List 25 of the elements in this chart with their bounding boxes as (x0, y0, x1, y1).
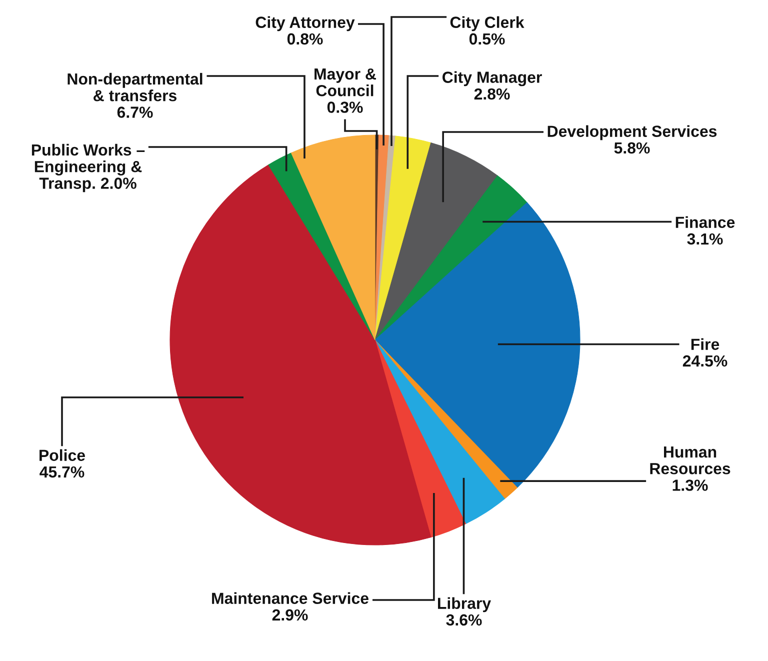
data-label: 0.8% (287, 33, 323, 45)
data-label: 5.8% (614, 142, 650, 154)
data-label: 2.9% (272, 609, 308, 621)
slice-label: Public Works – Engineering & Transp. 2.0% (32, 144, 145, 192)
data-label: 0.5% (469, 33, 505, 45)
data-label: 3.6% (446, 614, 482, 626)
data-label: 3.1% (687, 233, 723, 245)
data-label: 1.3% (672, 480, 708, 491)
slice-label: City Clerk (450, 16, 524, 32)
data-label: 2.8% (474, 88, 510, 100)
slice-label: Fire (691, 338, 720, 350)
data-label: 0.3% (327, 102, 363, 113)
slice-label: City Attorney (256, 16, 355, 32)
slice-label: Mayor & Council (314, 68, 376, 96)
data-label: 24.5% (682, 355, 728, 367)
slice-label: Human Resources (650, 446, 730, 474)
slice-label: Maintenance Service (212, 592, 368, 604)
slice-label: Non-departmental & transfers (68, 72, 202, 102)
data-label: 45.7% (40, 466, 84, 478)
slice-label: Finance (676, 216, 735, 228)
slice-label: Police (40, 449, 85, 461)
data-label: 6.7% (117, 106, 153, 118)
slice-label: Development Services (548, 125, 717, 140)
slice-label: City Manager (442, 71, 542, 86)
slice-label: Library (438, 597, 491, 612)
